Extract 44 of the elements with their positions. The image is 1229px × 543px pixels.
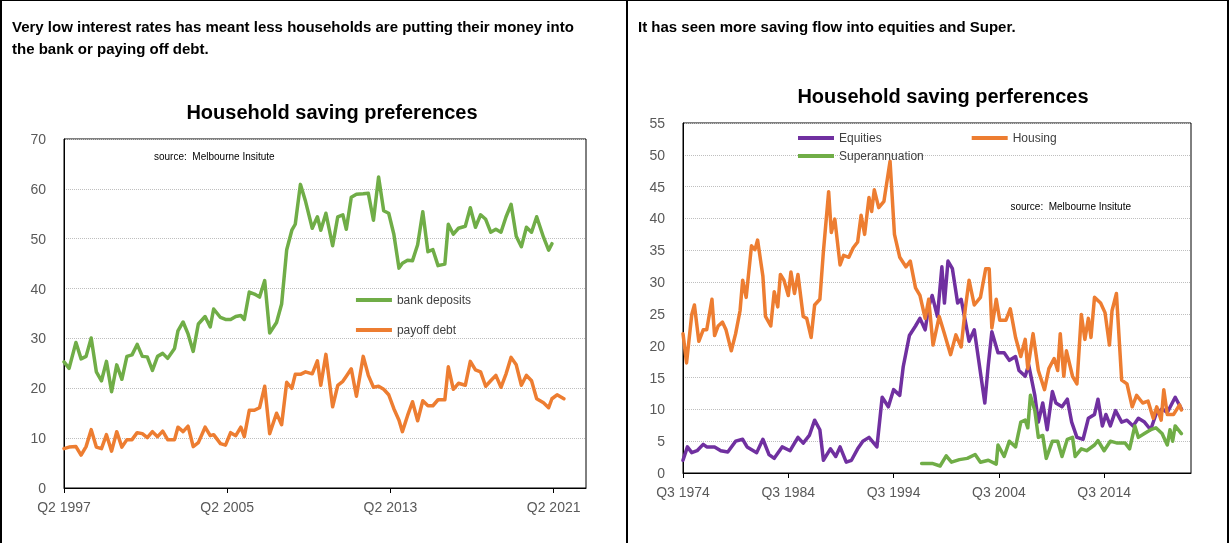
y-tick-label: 25 xyxy=(649,305,666,322)
y-tick-label: 50 xyxy=(649,146,666,163)
y-tick-label: 10 xyxy=(649,401,666,418)
y-tick-label: 0 xyxy=(657,465,666,481)
y-tick-label: 15 xyxy=(649,369,666,386)
x-tick-label: Q2 1997 xyxy=(37,499,92,515)
x-tick-label: Q2 2013 xyxy=(363,499,418,515)
y-tick-label: 20 xyxy=(30,380,47,397)
text: It has seen more saving flow into equities and Super. xyxy=(638,17,1016,35)
x-tick-label: Q3 1984 xyxy=(761,484,816,500)
chart-title: Household saving perferences xyxy=(797,85,1089,107)
y-tick-label: 70 xyxy=(30,131,47,147)
y-tick-label: 5 xyxy=(657,433,666,450)
x-tick-label: Q3 1994 xyxy=(866,484,921,500)
y-tick-label: 50 xyxy=(30,230,47,247)
y-tick-label: 10 xyxy=(30,430,47,447)
y-tick-label: 40 xyxy=(30,280,47,297)
x-tick-label: Q3 2014 xyxy=(1077,484,1132,500)
y-tick-label: 30 xyxy=(30,330,47,347)
chart-title: Household saving preferences xyxy=(186,101,478,123)
legend-label: Housing xyxy=(1012,131,1057,145)
annotation: source: Melbourne Insitute xyxy=(154,150,276,162)
legend-label: Superannuation xyxy=(839,149,924,163)
y-tick-label: 0 xyxy=(38,480,47,496)
legend-label: payoff debt xyxy=(396,323,457,337)
y-tick-label: 45 xyxy=(649,178,666,195)
y-tick-label: 35 xyxy=(649,242,666,259)
text: Very low interest rates has meant less households are putting their money into the bank or paying off debt. xyxy=(12,17,578,57)
y-tick-label: 60 xyxy=(30,180,47,197)
annotation: source: Melbourne Insitute xyxy=(1010,200,1132,212)
legend-label: Equities xyxy=(839,131,882,145)
line-series xyxy=(62,175,554,394)
x-tick-label: Q2 2021 xyxy=(526,499,581,515)
y-tick-label: 55 xyxy=(649,115,666,131)
x-tick-label: Q2 2005 xyxy=(200,499,255,515)
x-tick-label: Q3 1974 xyxy=(656,484,711,500)
legend-label: bank deposits xyxy=(396,293,472,307)
line-series xyxy=(62,352,566,457)
y-tick-label: 40 xyxy=(649,210,666,227)
x-tick-label: Q3 2004 xyxy=(972,484,1026,500)
line-series xyxy=(919,393,1184,468)
y-tick-label: 20 xyxy=(649,337,666,354)
y-tick-label: 30 xyxy=(649,274,666,291)
line-series xyxy=(681,259,1184,464)
